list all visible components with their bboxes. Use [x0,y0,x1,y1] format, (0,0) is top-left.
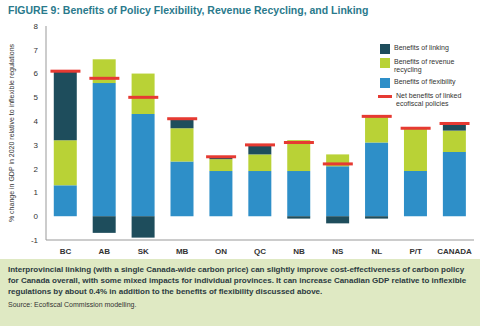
svg-text:0: 0 [34,212,39,221]
svg-text:CANADA: CANADA [437,247,472,256]
html-text:Net benefits of linked ecofisc: Net benefits of linked ecofiscal policie… [396,92,462,107]
svg-text:MB: MB [176,247,189,256]
svg-text:4: 4 [34,117,39,126]
svg-text:3: 3 [34,141,39,150]
svg-text:5: 5 [34,93,39,102]
svg-text:BC: BC [60,247,72,256]
html-text:Interprovincial linking (with: Interprovincial linking (with a single C… [8,265,467,296]
svg-text:NL: NL [371,247,382,256]
svg-text:1: 1 [34,188,39,197]
svg-text:P/T: P/T [409,247,422,256]
html-text:Benefits of flexibility: Benefits of flexibility [394,78,456,85]
html-text:FIGURE 9: Benefits of Policy F: FIGURE 9: Benefits of Policy Flexibility… [8,4,369,16]
svg-text:SK: SK [138,247,149,256]
svg-text:7: 7 [34,46,39,55]
svg-text:ON: ON [215,247,227,256]
svg-text:NB: NB [293,247,305,256]
svg-text:NS: NS [332,247,344,256]
svg-text:% change in GDP in 2020 relati: % change in GDP in 2020 relative to infl… [8,43,16,222]
svg-text:2: 2 [34,165,39,174]
svg-text:8: 8 [34,22,39,31]
svg-text:6: 6 [34,69,39,78]
html-text:Benefits of revenue recycling: Benefits of revenue recycling [394,58,455,73]
html-text:Source: Ecofiscal Commission m: Source: Ecofiscal Commission modelling. [8,301,137,308]
svg-text:-1: -1 [31,236,39,245]
svg-text:QC: QC [254,247,266,256]
html-text:Benefits of linking: Benefits of linking [394,44,449,51]
svg-text:AB: AB [99,247,111,256]
